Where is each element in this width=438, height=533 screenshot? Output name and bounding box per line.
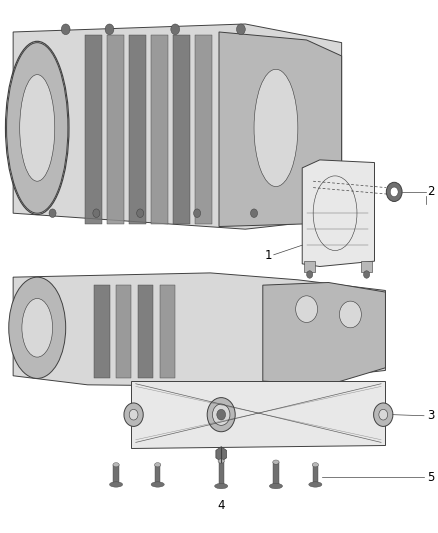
Polygon shape [13,273,385,386]
Circle shape [379,409,388,420]
Ellipse shape [218,459,224,463]
Ellipse shape [9,277,66,378]
Ellipse shape [155,463,161,467]
Text: 2: 2 [427,185,434,198]
Bar [113,465,119,483]
Ellipse shape [254,69,298,187]
Circle shape [61,24,70,35]
Bar [155,465,160,483]
Bar [273,462,279,485]
Circle shape [386,182,402,201]
Bar [129,35,146,224]
Text: 3: 3 [427,409,434,422]
Circle shape [105,24,114,35]
Polygon shape [263,282,385,385]
Bar [173,35,190,224]
Bar [107,35,124,224]
Bar [138,285,153,378]
Circle shape [171,24,180,35]
Bar [160,285,175,378]
Circle shape [339,301,361,328]
Circle shape [307,271,313,278]
Ellipse shape [7,43,68,213]
Circle shape [93,209,100,217]
Polygon shape [302,160,374,266]
Ellipse shape [312,463,318,467]
Polygon shape [131,381,385,448]
Circle shape [237,24,245,35]
Bar [85,35,102,224]
Bar [195,35,212,224]
Ellipse shape [22,298,53,357]
Text: 5: 5 [427,471,434,483]
Ellipse shape [151,482,164,487]
Circle shape [124,403,143,426]
Text: 4: 4 [217,499,225,512]
Circle shape [49,209,56,217]
Circle shape [364,271,370,278]
Ellipse shape [110,482,123,487]
Ellipse shape [113,463,119,467]
Bar [219,461,224,485]
Ellipse shape [273,460,279,464]
Bar [151,35,168,224]
Bar [313,465,318,483]
Circle shape [217,409,226,420]
Circle shape [374,403,393,426]
Ellipse shape [309,482,322,487]
Bar [361,261,372,272]
Circle shape [390,187,398,197]
Circle shape [296,296,318,322]
Polygon shape [219,32,342,227]
Bar [116,285,131,378]
Circle shape [251,209,258,217]
Bar [304,261,315,272]
Text: 1: 1 [264,249,272,262]
Ellipse shape [269,483,283,489]
Ellipse shape [20,75,55,181]
Circle shape [212,404,230,425]
Circle shape [207,398,235,432]
Ellipse shape [215,483,228,489]
Bar [94,285,110,378]
Polygon shape [13,24,342,229]
Circle shape [194,209,201,217]
Circle shape [129,409,138,420]
Circle shape [137,209,144,217]
